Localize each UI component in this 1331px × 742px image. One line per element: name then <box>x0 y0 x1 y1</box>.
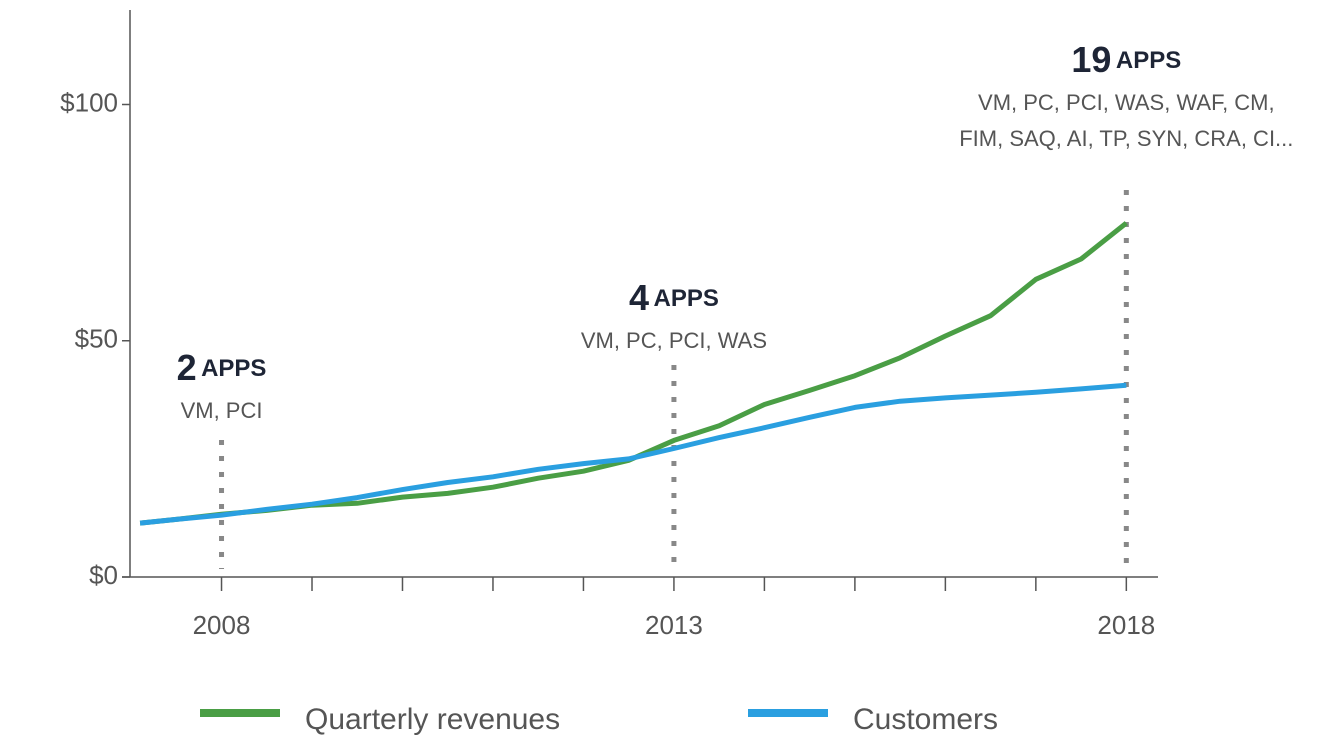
annotation-detail: VM, PC, PCI, WAS <box>581 328 767 353</box>
annotation-unit: APPS <box>201 355 266 382</box>
annotation-detail: FIM, SAQ, AI, TP, SYN, CRA, CI... <box>959 126 1293 151</box>
annotation-count: 19 <box>1071 39 1111 80</box>
series-line <box>139 221 1128 526</box>
annotation-unit: APPS <box>653 285 718 312</box>
legend-label: Customers <box>853 703 998 736</box>
y-tick-label: $0 <box>89 560 118 590</box>
legend-label: Quarterly revenues <box>305 703 560 736</box>
y-tick-label: $100 <box>60 87 118 117</box>
x-tick-label: 2018 <box>1097 610 1155 640</box>
y-tick-label: $50 <box>75 324 118 354</box>
annotation-count: 2 <box>177 347 197 388</box>
annotation-title: 19 APPS <box>1071 39 1181 80</box>
annotation-detail: VM, PCI <box>181 398 263 423</box>
annotation-unit: APPS <box>1116 47 1181 74</box>
annotation-title: 2 APPS <box>177 347 267 388</box>
series-line <box>139 382 1127 526</box>
x-tick-label: 2008 <box>193 610 251 640</box>
annotation-detail: VM, PC, PCI, WAS, WAF, CM, <box>978 90 1275 115</box>
annotation-count: 4 <box>629 277 649 318</box>
x-tick-label: 2013 <box>645 610 703 640</box>
annotation-title: 4 APPS <box>629 277 719 318</box>
